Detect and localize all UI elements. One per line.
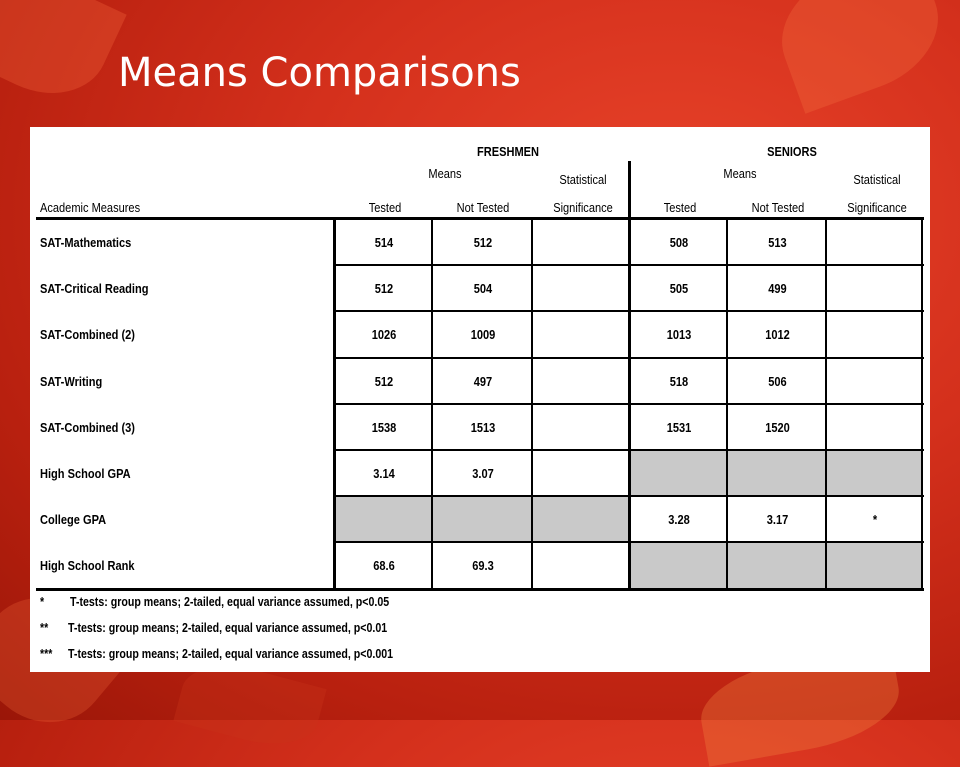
column-rule	[825, 220, 827, 590]
table-cell: *	[872, 512, 878, 528]
empty-shaded-cell	[827, 451, 923, 498]
empty-shaded-cell	[433, 497, 533, 544]
column-rule	[921, 220, 923, 590]
table-cell: 497	[473, 373, 493, 389]
row-measure-label: SAT-Critical Reading	[40, 281, 149, 297]
header-rule	[36, 217, 924, 220]
table-cell: 3.17	[766, 512, 789, 528]
table-cell: 518	[669, 373, 689, 389]
table-cell: 3.28	[668, 512, 690, 528]
table-cell: 506	[768, 373, 787, 389]
column-rule	[531, 220, 533, 590]
empty-shaded-cell	[533, 497, 630, 544]
row-measure-label: SAT-Writing	[40, 373, 103, 389]
empty-shaded-cell	[728, 451, 827, 498]
table-cell: 512	[374, 281, 394, 297]
empty-shaded-cell	[630, 451, 728, 498]
table-cell: 513	[768, 235, 787, 250]
row-measure-label: College GPA	[40, 512, 107, 528]
empty-shaded-cell	[827, 543, 923, 590]
row-measure-label: SAT-Combined (2)	[40, 327, 135, 343]
slide-title: Means Comparisons	[118, 50, 521, 96]
freshmen-statistical-header: Statistical	[559, 172, 607, 187]
column-rule	[726, 220, 728, 590]
table-cell: 514	[374, 235, 394, 250]
freshmen-tested-header: Tested	[368, 200, 402, 215]
seniors-tested-header: Tested	[663, 200, 697, 215]
background-leaf	[764, 0, 956, 114]
seniors-group-header: SENIORS	[767, 144, 817, 159]
freshmen-group-header: FRESHMEN	[476, 144, 539, 159]
academic-measures-header: Academic Measures	[40, 200, 141, 215]
table-cell: 504	[473, 281, 493, 297]
table-cell: 512	[374, 373, 394, 389]
table-cell: 505	[669, 281, 689, 297]
table-cell: 1538	[371, 419, 397, 435]
row-measure-label: High School GPA	[40, 466, 131, 481]
table-cell: 3.07	[472, 466, 494, 481]
empty-shaded-cell	[630, 543, 728, 590]
empty-shaded-cell	[728, 543, 827, 590]
table-cell: 512	[473, 235, 493, 250]
table-cell: 508	[669, 235, 689, 250]
footnote-text: T-tests: group means; 2-tailed, equal va…	[68, 621, 388, 635]
table-cell: 499	[768, 281, 787, 297]
seniors-means-header: Means	[723, 166, 757, 181]
column-rule	[333, 220, 336, 590]
seniors-significance-header: Significance	[847, 200, 907, 215]
footnote-text: T-tests: group means; 2-tailed, equal va…	[68, 647, 394, 661]
footnote-mark: ***	[40, 647, 53, 661]
table-cell: 1026	[371, 327, 397, 343]
freshmen-significance-header: Significance	[553, 200, 613, 215]
table-bottom-rule	[36, 587, 924, 591]
table-cell: 1013	[666, 327, 692, 343]
table-cell: 1531	[666, 419, 692, 435]
footnote-mark: *	[40, 595, 45, 609]
footnote-text: T-tests: group means; 2-tailed, equal va…	[70, 595, 390, 609]
seniors-statistical-header: Statistical	[853, 172, 901, 187]
freshmen-not-tested-header: Not Tested	[456, 200, 510, 215]
table-cell: 68.6	[373, 558, 395, 574]
table-cell: 1520	[765, 419, 790, 435]
row-measure-label: SAT-Combined (3)	[40, 419, 135, 435]
background-leaf	[0, 0, 127, 115]
freshmen-means-header: Means	[428, 166, 462, 181]
footnote-mark: **	[40, 621, 49, 635]
column-rule	[628, 220, 631, 590]
table-cell: 1012	[765, 327, 790, 343]
table-cell: 69.3	[472, 558, 494, 574]
row-measure-label: High School Rank	[40, 558, 135, 574]
group-divider	[628, 161, 631, 219]
means-comparison-table: FRESHMEN SENIORS Means Means Statistical…	[30, 127, 930, 672]
table-cell: 3.14	[373, 466, 395, 481]
column-rule	[431, 220, 433, 590]
empty-shaded-cell	[335, 497, 433, 544]
table-cell: 1513	[470, 419, 496, 435]
seniors-not-tested-header: Not Tested	[751, 200, 805, 215]
table-cell: 1009	[470, 327, 496, 343]
row-measure-label: SAT-Mathematics	[40, 235, 132, 250]
